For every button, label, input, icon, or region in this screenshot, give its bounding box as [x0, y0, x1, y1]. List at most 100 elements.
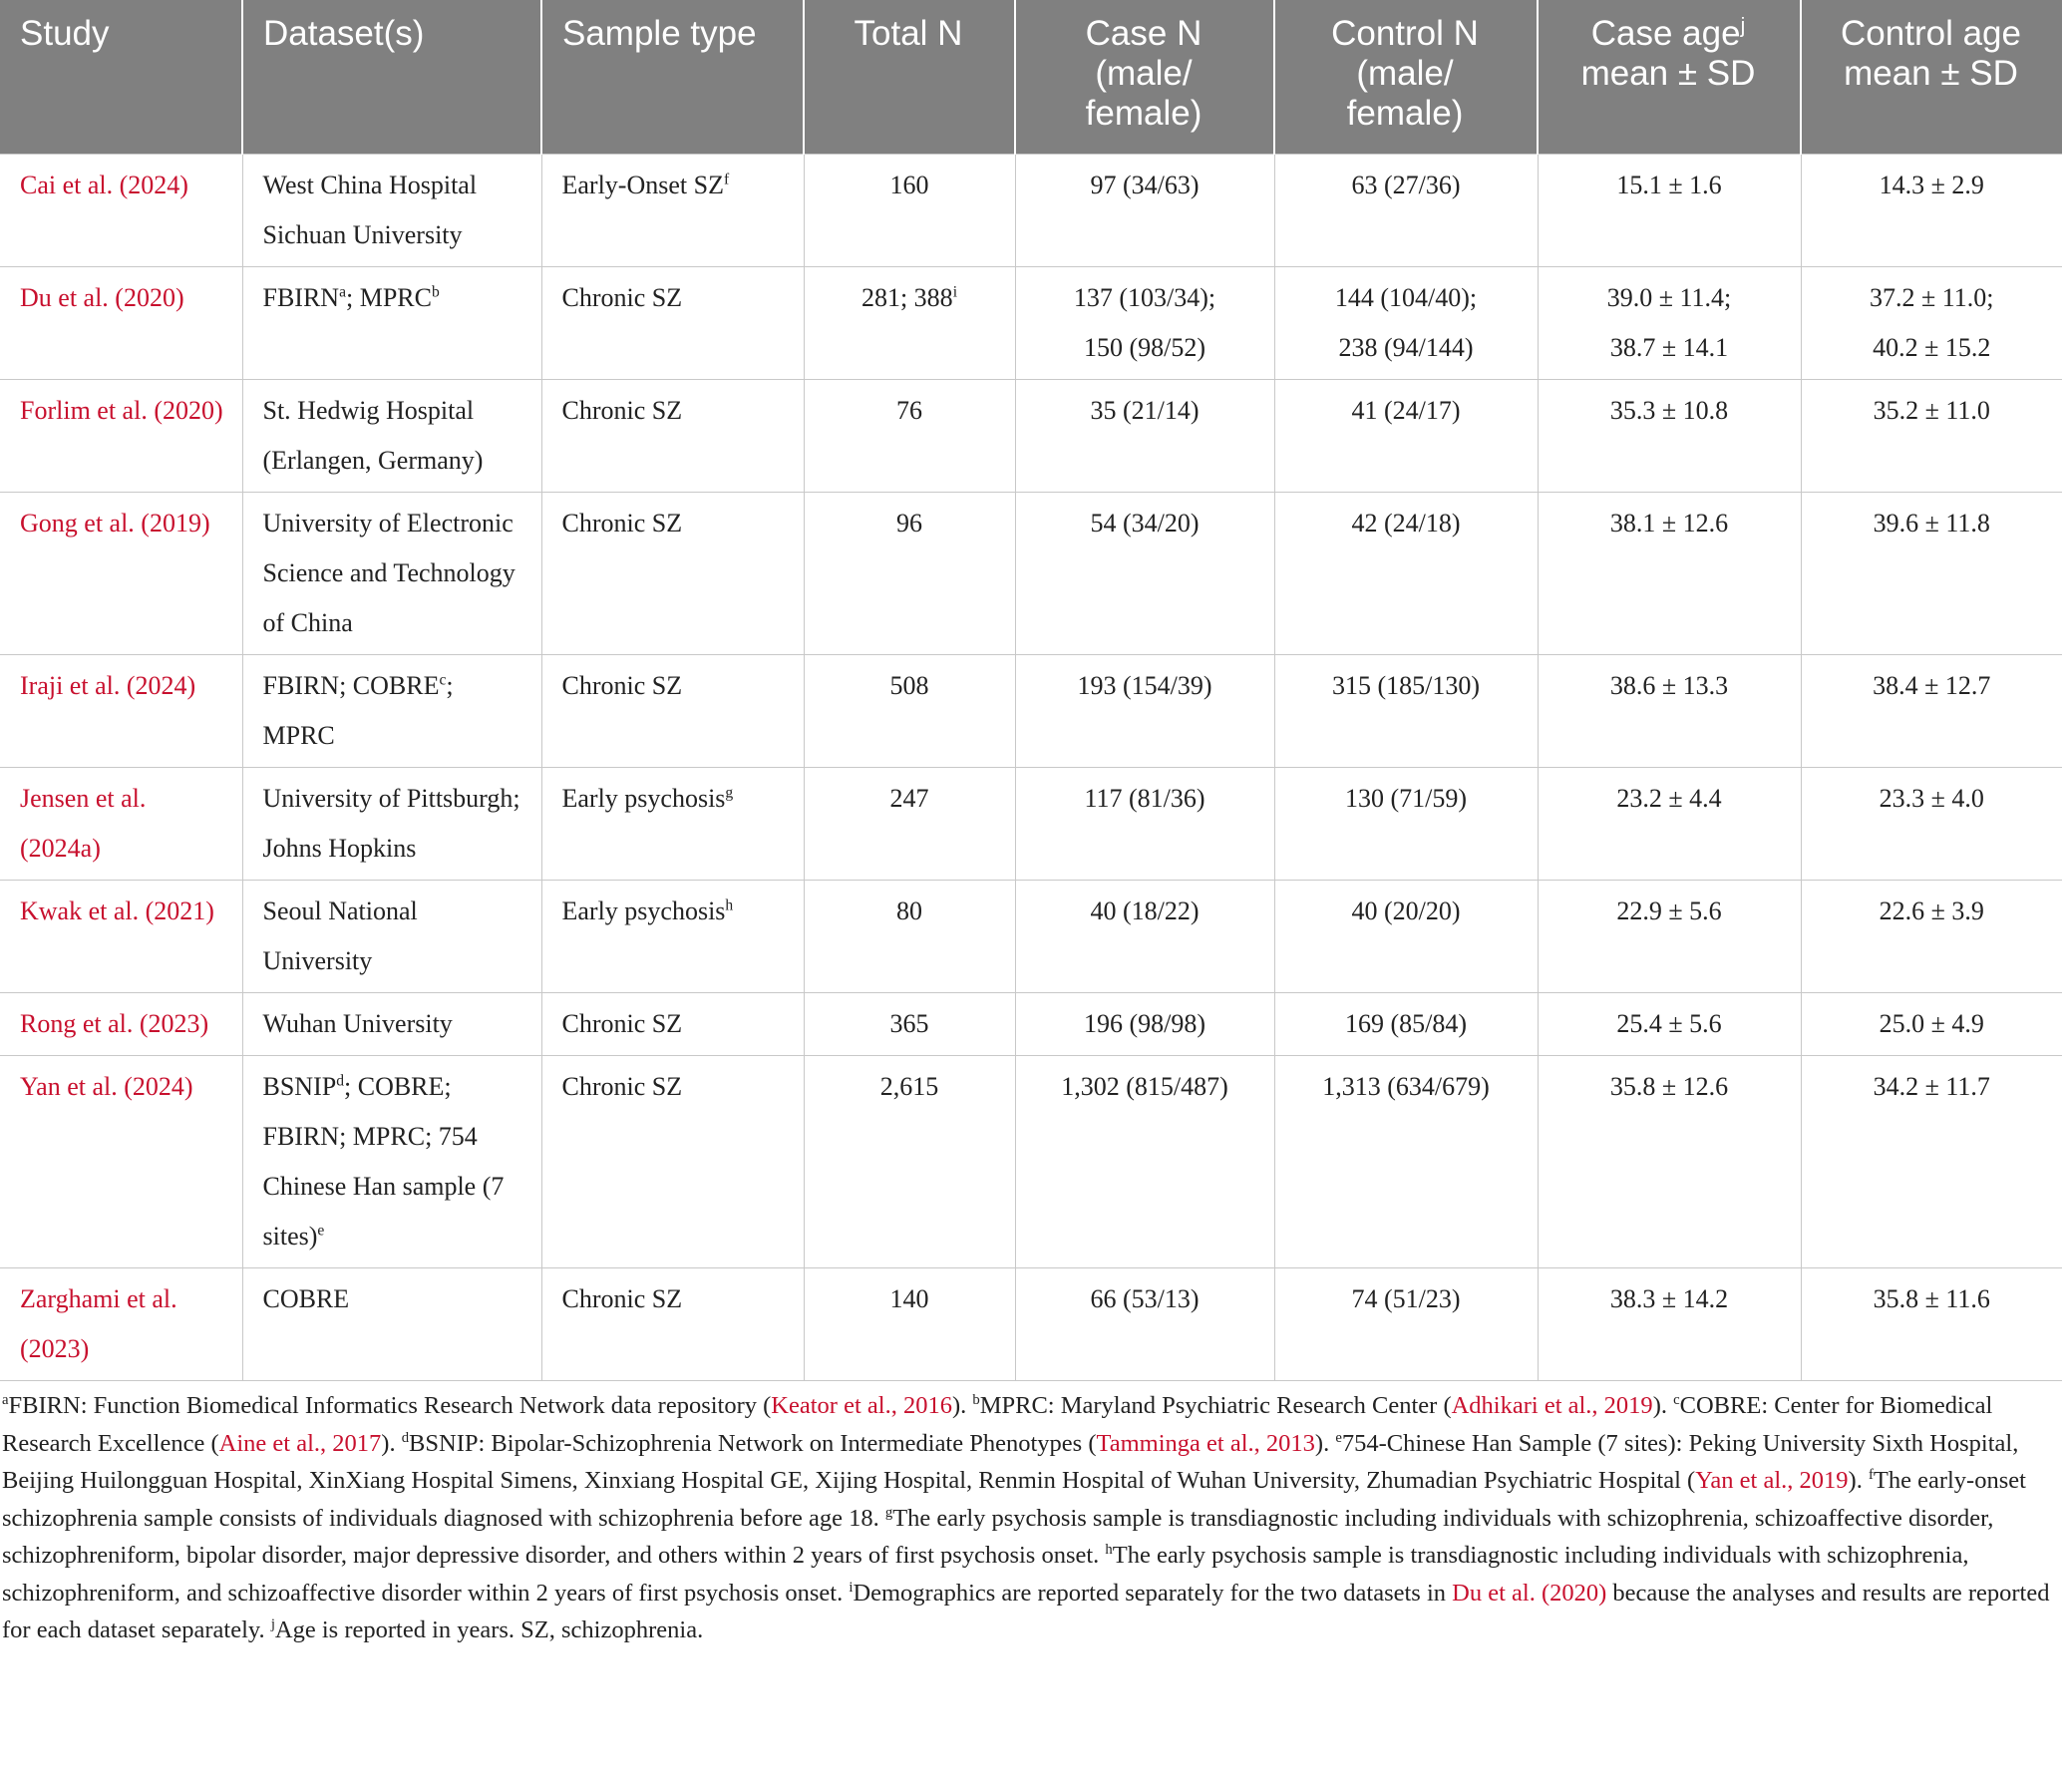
superscript: g — [725, 784, 734, 802]
cell: 35.8 ± 11.6 — [1800, 1267, 2062, 1381]
cell-text: 42 (24/18) — [1351, 509, 1461, 538]
superscript: e — [1335, 1429, 1342, 1446]
text: ). — [951, 1392, 973, 1419]
header-cell: Case N (male/ female) — [1014, 0, 1274, 155]
cell: 38.1 ± 12.6 — [1537, 492, 1802, 655]
cell: 41 (24/17) — [1273, 379, 1539, 493]
text: Early psychosis — [561, 784, 726, 813]
cell: BSNIPd; COBRE; FBIRN; MPRC; 754 Chinese … — [241, 1055, 542, 1268]
cell-text: 160 — [889, 171, 929, 199]
superscript: f — [723, 171, 730, 188]
cell: 1,302 (815/487) — [1014, 1055, 1275, 1268]
cell-text: 130 (71/59) — [1344, 784, 1468, 813]
data-table: Study Dataset(s) Sample type Total N Case N … — [0, 0, 2062, 1381]
superscript: e — [317, 1222, 325, 1240]
cell: Seoul National University — [241, 880, 542, 993]
superscript: h — [1105, 1541, 1113, 1558]
cell-text: 117 (81/36) — [1084, 784, 1205, 813]
study-cell: Gong et al. (2019) — [0, 492, 243, 655]
cell-text: 22.9 ± 5.6 — [1616, 896, 1722, 925]
cell-text: 1,302 (815/487) — [1061, 1072, 1228, 1101]
cell-text: 25.0 ± 4.9 — [1879, 1009, 1984, 1038]
table-row: Zarghami et al. (2023) COBRE Chronic SZ 140… — [0, 1267, 2062, 1381]
superscript: d — [336, 1072, 344, 1090]
cell: Chronic SZ — [540, 1055, 805, 1268]
text: ; COBRE; FBIRN; MPRC; 754 Chinese Han sa… — [262, 1072, 505, 1251]
cell: 54 (34/20) — [1014, 492, 1275, 655]
cell-text: 144 (104/40); 238 (94/144) — [1334, 283, 1478, 362]
text: BSNIP — [262, 1072, 337, 1101]
cell-text: Zarghami et al. (2023) — [20, 1284, 177, 1363]
cell: 76 — [803, 379, 1016, 493]
cell: University of Pittsburgh; Johns Hopkins — [241, 767, 542, 881]
cell-text: 315 (185/130) — [1331, 671, 1481, 700]
cell: West China Hospital Sichuan University — [241, 154, 542, 267]
cell: Early-Onset SZf — [540, 154, 805, 267]
header-row: Study Dataset(s) Sample type Total N Case N … — [0, 0, 2062, 155]
cell-text: Chronic SZ — [561, 509, 683, 538]
cell-text: 365 — [889, 1009, 929, 1038]
cell-text: 35.2 ± 11.0 — [1873, 396, 1990, 425]
cell-text: Kwak et al. (2021) — [20, 896, 214, 925]
cell: 137 (103/34); 150 (98/52) — [1014, 266, 1275, 380]
text: ). — [381, 1429, 402, 1457]
cell-text: University of Electronic Science and Tec… — [262, 509, 516, 637]
text: The early psychosis sample is transdiagn… — [2, 1542, 1969, 1607]
cell: Wuhan University — [241, 992, 542, 1056]
text: ). — [1848, 1467, 1869, 1494]
cell-text: 169 (85/84) — [1344, 1009, 1468, 1038]
cell-text: Chronic SZ — [561, 1072, 683, 1101]
cell-text: 1,313 (634/679) — [1322, 1072, 1490, 1101]
cell: 38.3 ± 14.2 — [1537, 1267, 1802, 1381]
cell-text: 97 (34/63) — [1090, 171, 1200, 199]
cell-text: Cai et al. (2024) — [20, 171, 188, 199]
superscript: h — [725, 896, 734, 914]
text: 281; 388 — [860, 283, 953, 312]
citation-link[interactable]: Tamminga et al., 2013 — [1096, 1429, 1315, 1457]
cell-text: 25.4 ± 5.6 — [1616, 1009, 1722, 1038]
superscript: j — [1740, 14, 1746, 38]
cell: 74 (51/23) — [1273, 1267, 1539, 1381]
text: FBIRN: Function Biomedical Informatics R… — [8, 1392, 772, 1419]
cell: FBIRN; COBREc; MPRC — [241, 654, 542, 768]
cell: 508 — [803, 654, 1016, 768]
table-row: Forlim et al. (2020) St. Hedwig Hospital … — [0, 379, 2062, 493]
citation-link[interactable]: Adhikari et al., 2019 — [1451, 1392, 1653, 1419]
cell: 66 (53/13) — [1014, 1267, 1275, 1381]
table-row: Du et al. (2020) FBIRNa; MPRCb Chronic SZ 2… — [0, 266, 2062, 380]
cell-text: Du et al. (2020) — [20, 283, 184, 312]
cell-text: 35.8 ± 11.6 — [1873, 1284, 1990, 1313]
citation-link[interactable]: Aine et al., 2017 — [218, 1429, 382, 1457]
cell: 39.0 ± 11.4; 38.7 ± 14.1 — [1537, 266, 1802, 380]
table-row: Iraji et al. (2024) FBIRN; COBREc; MPRC Ch… — [0, 654, 2062, 768]
cell: 37.2 ± 11.0; 40.2 ± 15.2 — [1800, 266, 2062, 380]
citation-link[interactable]: Keator et al., 2016 — [771, 1392, 952, 1419]
text: Case age — [1590, 14, 1741, 53]
cell-text: 137 (103/34); 150 (98/52) — [1073, 283, 1216, 362]
text: The early psychosis sample is transdiagn… — [2, 1504, 1994, 1570]
cell-text: 38.4 ± 12.7 — [1873, 671, 1991, 700]
cell: 23.2 ± 4.4 — [1537, 767, 1802, 881]
table-row: Cai et al. (2024) West China Hospital Sic… — [0, 154, 2062, 267]
cell-text: 14.3 ± 2.9 — [1879, 171, 1984, 199]
study-cell: Rong et al. (2023) — [0, 992, 243, 1056]
text: COBRE: Center for Biomedical Research Ex… — [2, 1392, 1993, 1457]
cell: 22.9 ± 5.6 — [1537, 880, 1802, 993]
cell-text: 508 — [889, 671, 929, 700]
cell: 14.3 ± 2.9 — [1800, 154, 2062, 267]
citation-link[interactable]: Yan et al., 2019 — [1695, 1467, 1849, 1494]
cell-text: Control age mean ± SD — [1841, 14, 2021, 93]
cell-text: 23.2 ± 4.4 — [1616, 784, 1722, 813]
citation-link[interactable]: Du et al. (2020) — [1452, 1579, 1607, 1607]
cell-text: 74 (51/23) — [1351, 1284, 1461, 1313]
cell-text: Forlim et al. (2020) — [20, 396, 223, 425]
cell-text: 40 (20/20) — [1351, 896, 1461, 925]
superscript: d — [401, 1429, 410, 1446]
cell: 1,313 (634/679) — [1273, 1055, 1539, 1268]
header-cell: Control age mean ± SD — [1800, 0, 2062, 155]
study-cell: Forlim et al. (2020) — [0, 379, 243, 493]
cell-text: Jensen et al. (2024a) — [20, 784, 147, 863]
header-cell: Sample type — [540, 0, 804, 155]
cell: 315 (185/130) — [1273, 654, 1539, 768]
